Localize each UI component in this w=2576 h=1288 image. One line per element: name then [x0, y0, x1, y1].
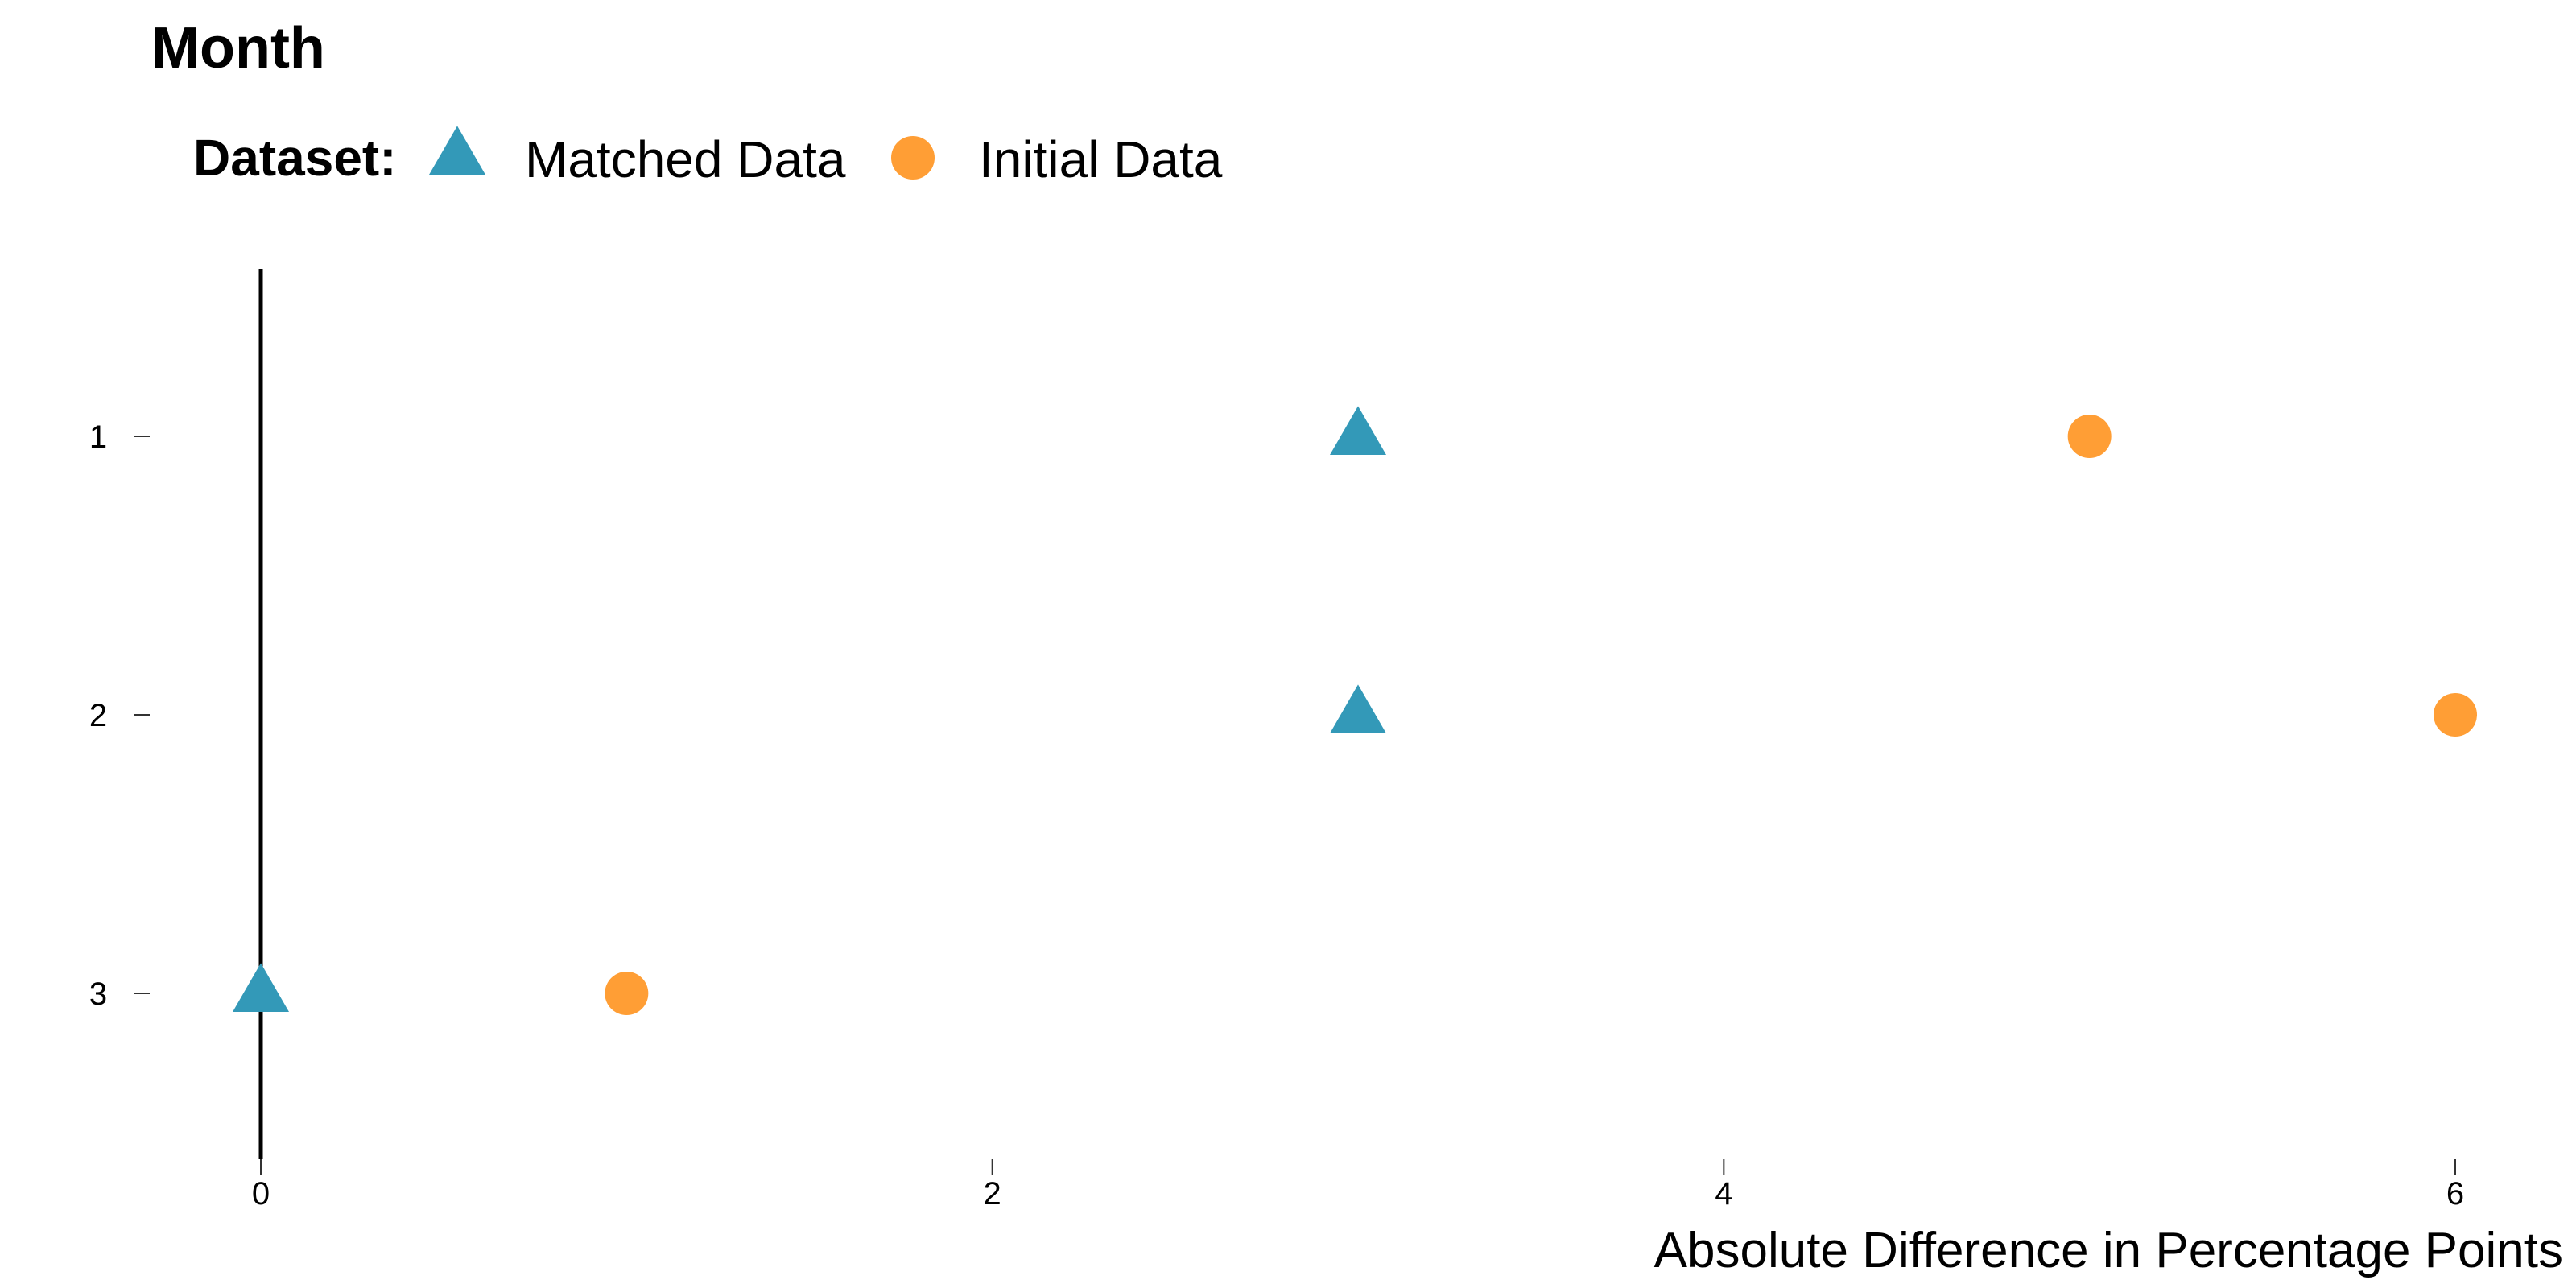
initial-data-point: [2067, 415, 2112, 458]
initial-data-point: [605, 972, 649, 1015]
y-axis: 1 2 3: [89, 419, 150, 1012]
plot-area: 1 2 3 0 2 4 6: [89, 269, 2477, 1212]
chart-title: Month: [151, 16, 325, 80]
y-tick-label: 3: [89, 976, 107, 1012]
matched-data-point: [1330, 684, 1386, 734]
x-tick-label: 2: [984, 1176, 1001, 1212]
y-tick-label: 1: [89, 419, 107, 455]
x-tick-label: 4: [1715, 1176, 1732, 1212]
legend-title: Dataset:: [193, 129, 397, 187]
legend: Dataset: Matched Data Initial Data: [193, 126, 1223, 188]
legend-triangle-marker: [429, 126, 485, 175]
legend-label: Initial Data: [979, 130, 1223, 188]
initial-data-point: [2434, 693, 2477, 737]
x-axis: 0 2 4 6: [252, 1159, 2464, 1212]
data-points: [233, 406, 2477, 1015]
legend-label: Matched Data: [525, 130, 846, 188]
y-tick-label: 2: [89, 698, 107, 733]
legend-item: Initial Data: [891, 130, 1223, 188]
legend-circle-marker: [891, 136, 935, 180]
x-axis-title: Absolute Difference in Percentage Points: [1654, 1223, 2563, 1278]
x-tick-label: 6: [2446, 1176, 2464, 1212]
x-tick-label: 0: [252, 1176, 270, 1212]
matched-data-point: [233, 963, 289, 1013]
legend-items: Matched Data Initial Data: [429, 126, 1223, 188]
matched-data-point: [1330, 406, 1386, 456]
legend-item: Matched Data: [429, 126, 846, 188]
